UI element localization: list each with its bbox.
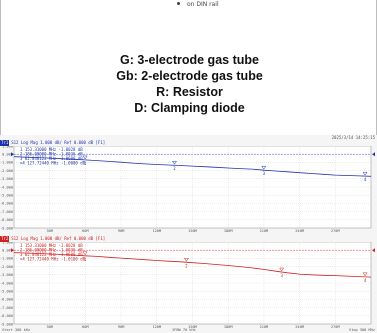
marker-triangle-icon xyxy=(82,251,88,256)
x-tick-label: 120M xyxy=(152,325,161,329)
marker-label: 2 xyxy=(173,166,176,171)
stop-frequency: Stop 300 MHz xyxy=(349,328,375,332)
marker-label: 4 xyxy=(364,177,367,182)
trace-line xyxy=(13,252,372,278)
marker-readout: 2 186.00000 MHz -1.0036 dB xyxy=(20,152,83,157)
y-tick-label: -2.000 xyxy=(0,265,13,269)
trace-header[interactable]: Tr1 S12 Log Mag 1.000 dB/ Ref 0.000 dB [F… xyxy=(0,140,105,146)
trace-line xyxy=(13,156,372,177)
y-tick-label: -8.000 xyxy=(0,314,13,318)
figure-caption: on DIN rail xyxy=(187,1,219,8)
marker-triangle-icon xyxy=(261,165,267,170)
y-tick-label: -1.000 xyxy=(0,161,13,165)
x-tick-label: 30M xyxy=(46,229,53,233)
analyzer-footer: Start 300 kHz IFBW 70 kHz Stop 300 MHz xyxy=(0,328,377,333)
network-analyzer-screen: 2025/3/14 14:25:15 Tr1 S12 Log Mag 1.000 … xyxy=(0,135,377,333)
x-tick-label: 210M xyxy=(260,229,269,233)
x-tick-label: 60M xyxy=(82,325,89,329)
y-tick-label: -4.000 xyxy=(0,185,13,189)
y-tick-label: 1.000 xyxy=(2,242,13,244)
document-page: on DIN rail G: 3-electrode gas tube Gb: … xyxy=(0,0,377,135)
marker-label: 1 xyxy=(84,161,87,166)
y-tick-label: 0.000 xyxy=(2,153,13,157)
x-tick-label: 120M xyxy=(152,229,161,233)
reference-arrow-icon xyxy=(11,152,14,157)
marker-readout: 3 62.848122 MHz -1.0600 dB xyxy=(20,252,83,257)
reference-arrow-icon xyxy=(11,248,14,253)
y-tick-label: -3.000 xyxy=(0,273,13,277)
y-tick-label: -6.000 xyxy=(0,298,13,302)
legend-resistor: R: Resistor xyxy=(156,85,223,99)
x-tick-label: 210M xyxy=(260,325,269,329)
trace-settings: S12 Log Mag 1.000 dB/ Ref 0.000 dB [F1] xyxy=(11,236,106,241)
x-tick-label: 60M xyxy=(82,229,89,233)
marker-label: 4 xyxy=(364,278,367,283)
y-tick-label: -7.000 xyxy=(0,306,13,310)
x-tick-label: 270M xyxy=(331,325,340,329)
y-tick-label: -3.000 xyxy=(0,177,13,181)
marker-triangle-icon xyxy=(171,160,177,165)
if-bandwidth: IFBW 70 kHz xyxy=(172,328,196,332)
marker-readout: 1 153.31000 MHz -1.0028 dB xyxy=(20,147,83,152)
y-tick-label: -2.000 xyxy=(0,169,13,173)
trace-plot[interactable]: 1.000 0.000 -1.000 -2.000 -3.000 -4.000 -5.000… xyxy=(0,242,377,329)
x-tick-label: 150M xyxy=(188,325,197,329)
y-tick-label: -4.000 xyxy=(0,281,13,285)
marker-triangle-icon xyxy=(279,267,285,272)
marker-readout: 1 153.31000 MHz -1.0028 dB xyxy=(20,243,83,248)
trace-tag[interactable]: Tr2 xyxy=(0,236,10,242)
y-tick-label: 0.000 xyxy=(2,249,13,253)
marker-label: 2 xyxy=(185,263,188,268)
marker-label: 3 xyxy=(263,171,266,176)
y-tick-label: -5.000 xyxy=(0,290,13,294)
x-tick-label: 240M xyxy=(295,325,304,329)
legend-gas-tube-2: Gb: 2-electrode gas tube xyxy=(116,69,263,83)
y-tick-label: -5.000 xyxy=(0,194,13,198)
marker-triangle-icon xyxy=(82,155,88,160)
marker-triangle-icon xyxy=(183,258,189,262)
trace-tag[interactable]: Tr1 xyxy=(0,140,10,146)
y-tick-label: -1.000 xyxy=(0,257,13,261)
bullet-icon xyxy=(177,2,180,5)
trace-header[interactable]: Tr2 S12 Log Mag 1.000 dB/ Ref 0.000 dB [F… xyxy=(0,236,105,242)
legend-clamping-diode: D: Clamping diode xyxy=(134,101,245,115)
x-tick-label: 30M xyxy=(46,325,53,329)
y-tick-label: -9.000 xyxy=(0,226,13,230)
x-tick-label: 270M xyxy=(331,229,340,233)
x-tick-label: 150M xyxy=(188,229,197,233)
y-tick-label: 1.000 xyxy=(2,146,13,148)
marker-readout: 2 186.00000 MHz -1.0036 dB xyxy=(20,248,83,253)
x-tick-label: 180M xyxy=(224,229,233,233)
x-tick-label: 180M xyxy=(224,325,233,329)
marker-readout: >4 127.72440 MHz -1.0000 dB xyxy=(20,161,86,166)
y-tick-label: -7.000 xyxy=(0,210,13,214)
trace-panel-1[interactable]: Tr1 S12 Log Mag 1.000 dB/ Ref 0.000 dB [F… xyxy=(0,140,377,233)
legend-gas-tube-3: G: 3-electrode gas tube xyxy=(120,53,259,67)
start-frequency: Start 300 kHz xyxy=(2,328,31,332)
x-tick-label: 90M xyxy=(118,229,125,233)
trace-plot[interactable]: 1.000 0.000 -1.000 -2.000 -3.000 -4.000 -5.000… xyxy=(0,146,377,233)
x-tick-label: 90M xyxy=(118,325,125,329)
y-tick-label: -9.000 xyxy=(0,322,13,326)
marker-triangle-icon xyxy=(362,272,368,277)
scale-arrow-icon xyxy=(372,152,375,157)
y-tick-label: -6.000 xyxy=(0,202,13,206)
scale-arrow-icon xyxy=(372,248,375,253)
trace-panel-2[interactable]: Tr2 S12 Log Mag 1.000 dB/ Ref 0.000 dB [F… xyxy=(0,236,377,331)
marker-label: 1 xyxy=(84,257,87,262)
marker-readout: >4 127.72440 MHz -1.0100 dB xyxy=(20,257,86,262)
y-tick-label: -8.000 xyxy=(0,218,13,222)
x-tick-label: 240M xyxy=(295,229,304,233)
marker-triangle-icon xyxy=(362,171,368,176)
marker-label: 3 xyxy=(280,273,283,278)
trace-settings: S12 Log Mag 1.000 dB/ Ref 0.000 dB [F1] xyxy=(11,140,106,145)
analyzer-datetime: 2025/3/14 14:25:15 xyxy=(331,135,375,140)
